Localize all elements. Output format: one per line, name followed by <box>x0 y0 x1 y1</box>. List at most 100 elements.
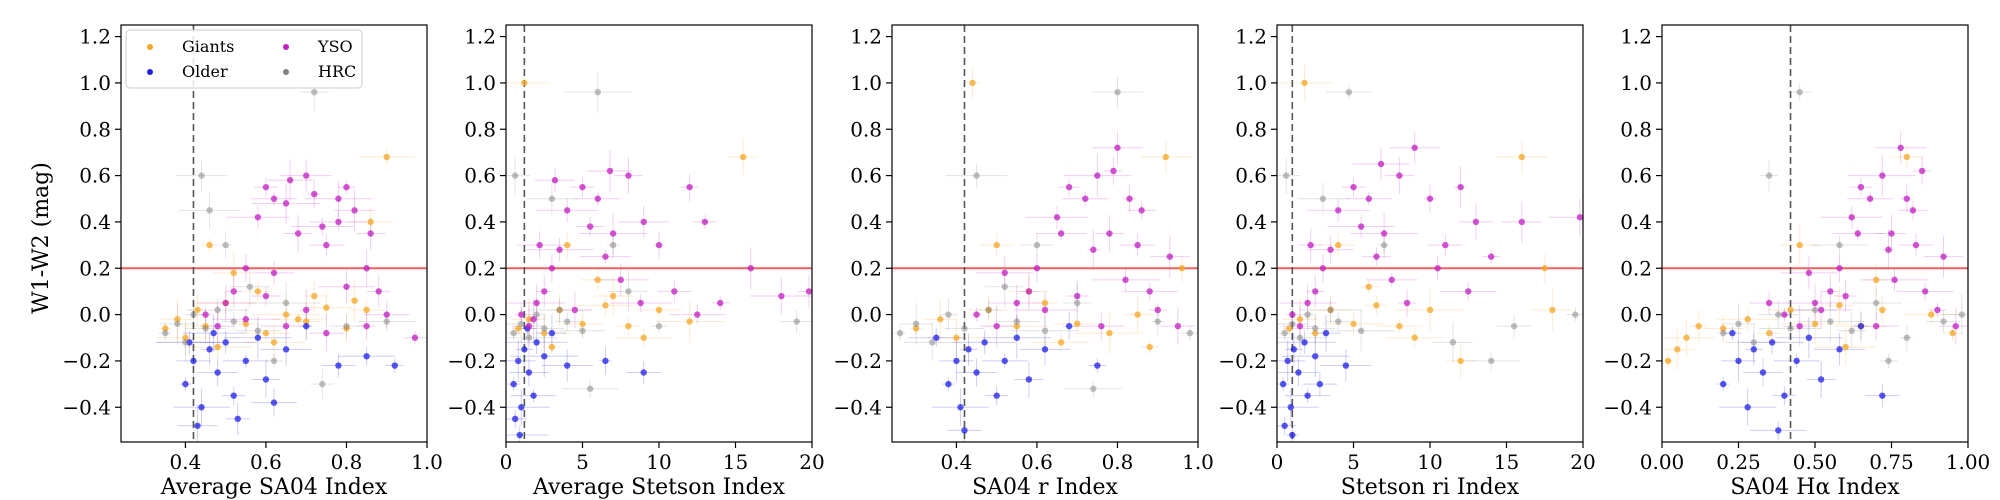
point-hrc <box>1296 334 1304 341</box>
point-yso <box>1827 288 1834 295</box>
y-tick-label: 0.0 <box>1235 303 1267 327</box>
point-giants <box>1426 306 1434 314</box>
point-yso <box>286 177 294 184</box>
point-yso <box>1174 322 1182 330</box>
y-tick-label: 0.8 <box>1620 117 1652 141</box>
point-giants <box>1928 311 1935 318</box>
y-tick-label: −0.4 <box>833 395 882 419</box>
point-older <box>1304 392 1311 399</box>
point-yso <box>375 288 382 295</box>
point-yso <box>805 288 812 295</box>
legend-label-yso: YSO <box>317 37 353 56</box>
y-tick-label: 0.2 <box>1620 256 1652 280</box>
point-yso <box>242 316 250 323</box>
point-yso <box>1090 246 1097 253</box>
point-giants <box>1811 320 1819 328</box>
point-hrc <box>319 380 326 388</box>
x-tick-label: 10 <box>646 450 671 474</box>
point-giants <box>367 218 374 226</box>
point-hrc <box>1796 88 1803 96</box>
point-giants <box>1695 322 1702 330</box>
point-hrc <box>1312 325 1319 332</box>
point-yso <box>1138 207 1145 214</box>
point-giants <box>1074 320 1081 328</box>
point-giants <box>515 325 522 332</box>
point-older <box>541 353 548 360</box>
point-yso <box>1811 299 1819 307</box>
error-bars <box>893 66 1198 442</box>
x-tick-label: 0.50 <box>1793 450 1838 474</box>
point-giants <box>1162 153 1169 161</box>
point-older <box>1279 380 1287 388</box>
point-giants <box>1057 339 1065 346</box>
point-giants <box>739 153 747 161</box>
point-older <box>210 329 217 337</box>
point-older <box>945 380 952 388</box>
point-yso <box>533 299 540 307</box>
point-hrc <box>625 288 632 295</box>
point-giants <box>1664 357 1672 365</box>
point-yso <box>1897 144 1904 151</box>
point-yso <box>242 265 250 272</box>
y-tick-label: 1.0 <box>1235 71 1267 95</box>
point-giants <box>1411 334 1418 341</box>
point-yso <box>694 311 701 318</box>
point-yso <box>625 172 632 179</box>
point-giants <box>1796 241 1803 249</box>
point-yso <box>1918 167 1926 175</box>
point-yso <box>1110 167 1117 175</box>
x-tick-label: 5 <box>1347 450 1360 474</box>
point-hrc <box>1013 318 1021 325</box>
point-yso <box>202 311 209 318</box>
point-yso <box>303 306 310 314</box>
point-hrc <box>511 172 519 179</box>
point-yso <box>518 311 525 318</box>
point-hrc <box>1572 311 1579 318</box>
point-yso <box>717 299 724 307</box>
point-older <box>511 415 519 423</box>
panel-frame <box>891 24 1199 443</box>
point-hrc <box>896 329 904 337</box>
point-hrc <box>533 311 540 318</box>
point-yso <box>335 195 342 202</box>
point-hrc <box>1449 339 1457 346</box>
point-yso <box>1842 292 1849 300</box>
point-older <box>391 362 398 369</box>
point-yso <box>1411 144 1418 151</box>
point-giants <box>282 311 290 318</box>
point-yso <box>594 195 601 202</box>
point-hrc <box>556 306 563 314</box>
point-giants <box>579 320 586 328</box>
point-hrc <box>1319 195 1327 202</box>
point-yso <box>1013 299 1021 307</box>
x-axis-label: SA04 Hα Index <box>1730 475 1900 500</box>
y-tick-label: 0.4 <box>1620 210 1652 234</box>
point-yso <box>617 276 624 284</box>
point-yso <box>1312 288 1319 295</box>
point-older <box>234 415 241 423</box>
y-tick-label: −0.2 <box>833 349 882 373</box>
point-hrc <box>1510 322 1518 330</box>
point-yso <box>1373 253 1380 260</box>
legend-marker-giants <box>147 44 153 50</box>
x-tick-label: 1.0 <box>1182 450 1214 474</box>
point-giants <box>609 292 617 300</box>
legend: Giants Older YSO HRC <box>125 29 363 89</box>
point-yso <box>1357 223 1365 230</box>
legend-frame <box>125 29 363 89</box>
y-tick-label: 0.0 <box>464 303 496 327</box>
point-giants <box>594 276 601 284</box>
series-yso <box>1765 144 1959 330</box>
point-yso <box>343 183 350 191</box>
point-older <box>206 346 213 353</box>
point-yso <box>1307 241 1314 249</box>
legend-label-giants: Giants <box>182 37 234 56</box>
point-yso <box>1457 183 1464 191</box>
point-hrc <box>1873 299 1880 307</box>
point-older <box>518 404 525 411</box>
point-yso <box>606 167 614 175</box>
point-yso <box>1074 292 1081 300</box>
point-giants <box>1365 283 1373 290</box>
point-older <box>1805 334 1813 341</box>
point-yso <box>230 288 237 295</box>
